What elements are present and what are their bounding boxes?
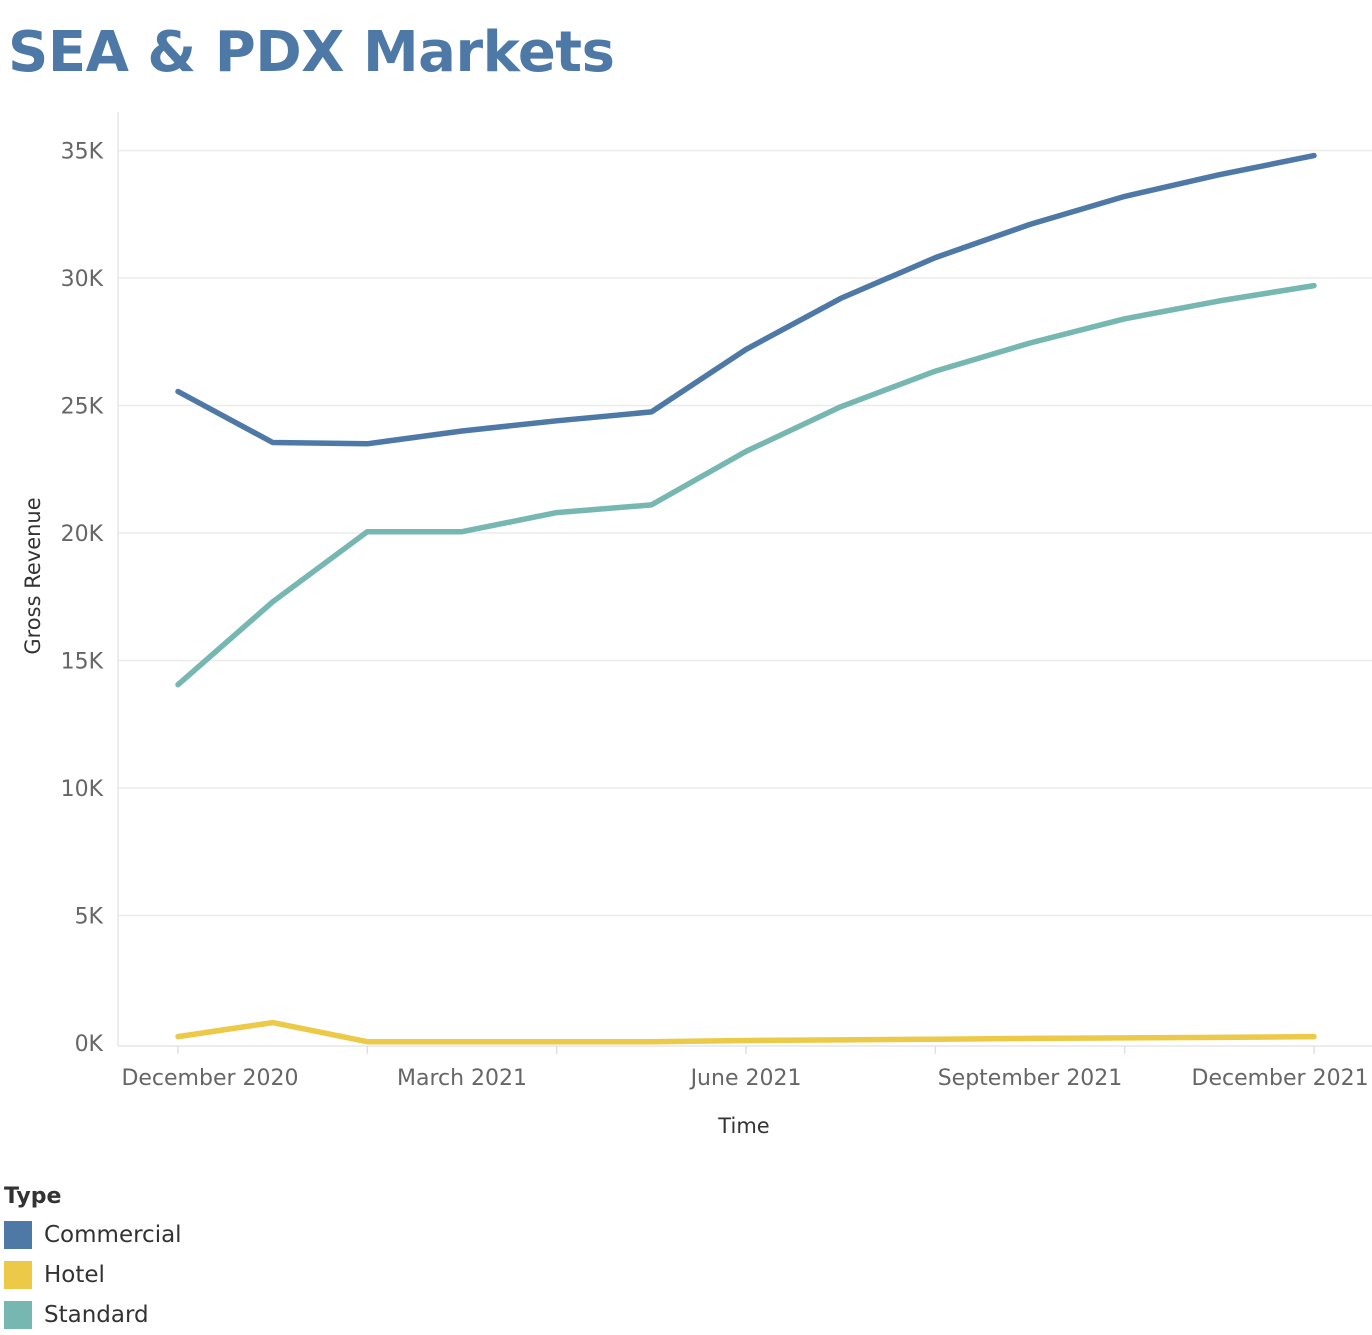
y-tick-label: 15K xyxy=(61,650,104,675)
legend-swatch xyxy=(4,1221,32,1249)
series-lines xyxy=(175,152,1317,1045)
series-line-commercial xyxy=(175,152,1317,447)
y-tick-label: 5K xyxy=(75,905,104,930)
series-line-standard xyxy=(175,282,1317,688)
legend-label: Hotel xyxy=(44,1262,105,1288)
legend-label: Standard xyxy=(44,1302,149,1328)
y-tick-label: 20K xyxy=(61,522,104,547)
legend: Type Commercial Hotel Standard xyxy=(4,1184,182,1335)
y-axis-title: Gross Revenue xyxy=(21,497,45,654)
legend-item-hotel[interactable]: Hotel xyxy=(4,1255,182,1295)
x-tick-label: September 2021 xyxy=(938,1066,1123,1091)
legend-items: Commercial Hotel Standard xyxy=(4,1215,182,1335)
legend-swatch xyxy=(4,1261,32,1289)
y-tick-label: 30K xyxy=(61,267,104,292)
x-axis-tick-labels: December 2020 March 2021 June 2021 Septembe… xyxy=(121,1066,1368,1091)
legend-title: Type xyxy=(4,1184,62,1209)
series-line-hotel xyxy=(175,1019,1317,1045)
grid-lines xyxy=(118,149,1372,917)
y-tick-label: 10K xyxy=(61,777,104,802)
legend-item-standard[interactable]: Standard xyxy=(4,1295,182,1335)
y-tick-label: 0K xyxy=(75,1032,104,1057)
line-chart: 0K 5K 10K 15K 20K 25K 30K 35K December 2020 Marc… xyxy=(21,112,1372,1138)
chart-title: SEA & PDX Markets xyxy=(8,20,615,85)
x-tick-label: June 2021 xyxy=(689,1066,802,1091)
legend-item-commercial[interactable]: Commercial xyxy=(4,1215,182,1255)
axes xyxy=(117,112,1372,1054)
y-tick-label: 35K xyxy=(61,140,104,165)
legend-swatch xyxy=(4,1301,32,1329)
x-axis-title: Time xyxy=(717,1114,769,1138)
x-tick-label: December 2021 xyxy=(1192,1066,1369,1091)
legend-label: Commercial xyxy=(44,1222,182,1248)
x-tick-label: December 2020 xyxy=(121,1066,298,1091)
y-tick-label: 25K xyxy=(61,395,104,420)
y-axis-tick-labels: 0K 5K 10K 15K 20K 25K 30K 35K xyxy=(61,140,104,1058)
x-tick-label: March 2021 xyxy=(397,1066,527,1091)
